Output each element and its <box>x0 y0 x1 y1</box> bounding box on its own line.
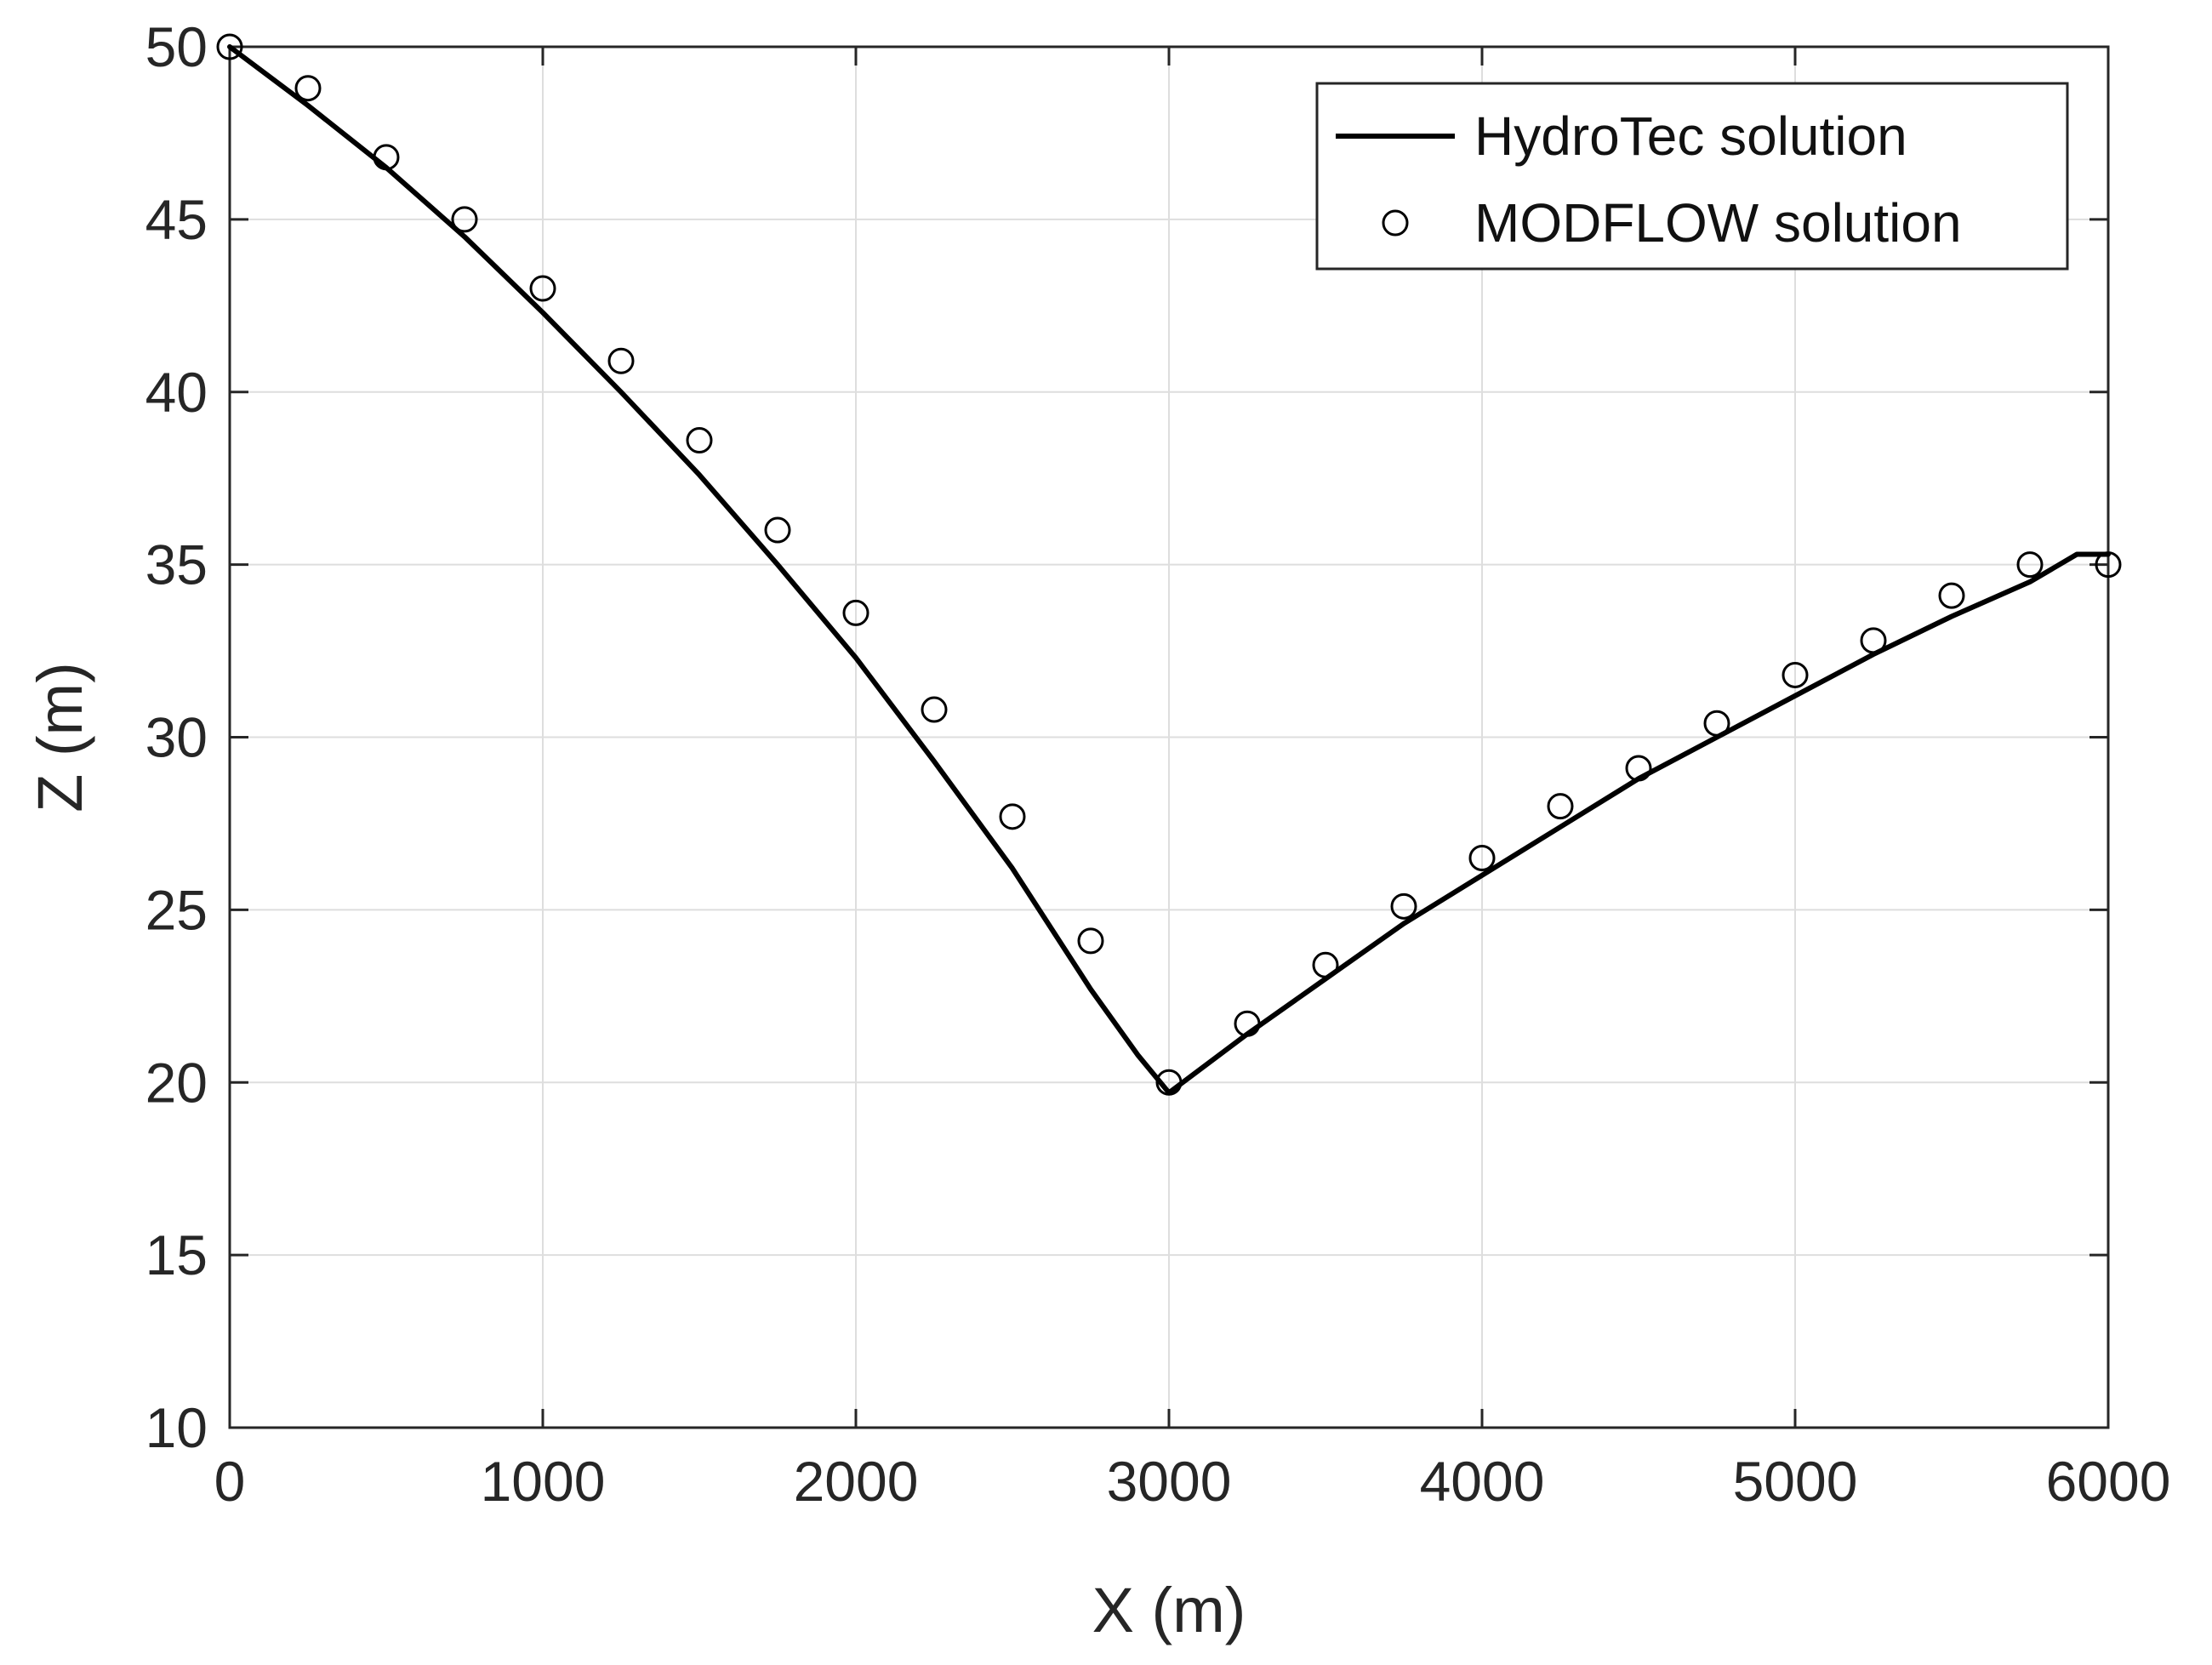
legend-label: HydroTec solution <box>1474 105 1907 167</box>
data-point-modflow <box>607 347 635 374</box>
data-point-modflow <box>921 696 948 723</box>
data-point-modflow <box>842 599 869 626</box>
data-point-modflow <box>1234 1010 1261 1037</box>
data-point-modflow <box>1782 661 1809 688</box>
x-tick-label: 0 <box>214 1450 246 1513</box>
data-point-modflow <box>1390 892 1417 920</box>
y-tick-label: 50 <box>145 15 208 78</box>
data-point-modflow <box>1860 627 1887 654</box>
data-point-modflow <box>999 803 1026 830</box>
data-point-modflow <box>529 275 556 302</box>
data-point-modflow <box>216 33 243 60</box>
data-point-modflow <box>1703 710 1730 737</box>
data-point-modflow <box>294 75 322 102</box>
y-tick-label: 10 <box>145 1396 208 1459</box>
x-tick-label: 3000 <box>1107 1450 1232 1513</box>
legend-box <box>1315 82 2069 271</box>
x-tick-label: 6000 <box>2046 1450 2171 1513</box>
y-tick-label: 30 <box>145 706 208 769</box>
series-line-hydrotec <box>227 44 2111 1096</box>
grid <box>230 47 2108 1428</box>
data-point-modflow <box>686 427 713 454</box>
data-point-modflow <box>1077 927 1104 955</box>
y-tick-label: 45 <box>145 188 208 251</box>
y-tick-label: 35 <box>145 533 208 596</box>
data-point-modflow <box>1547 793 1574 820</box>
y-axis-label: Z (m) <box>25 662 95 813</box>
data-point-modflow <box>451 206 478 233</box>
legend: HydroTec solution MODFLOW solution <box>1315 82 2069 271</box>
legend-marker-swatch <box>1382 209 1409 237</box>
data-point-modflow <box>1155 1069 1183 1096</box>
y-tick-label: 20 <box>145 1051 208 1114</box>
data-point-modflow <box>1312 951 1339 978</box>
data-point-modflow <box>764 516 791 544</box>
y-tick-label: 15 <box>145 1223 208 1286</box>
x-tick-label: 4000 <box>1420 1450 1545 1513</box>
data-point-modflow <box>1625 755 1652 782</box>
axes: 0 1000 2000 3000 4000 5000 6000 10 15 20 25 30 35 40 4… <box>145 15 2171 1513</box>
x-tick-label: 2000 <box>794 1450 919 1513</box>
y-tick-label: 25 <box>145 878 208 941</box>
y-tick-label: 40 <box>145 361 208 424</box>
data-point-modflow <box>1938 582 1965 609</box>
data-point-modflow <box>1468 845 1496 872</box>
series-layer <box>216 33 2122 1096</box>
data-point-modflow <box>2095 551 2122 579</box>
x-axis-label: X (m) <box>1092 1575 1246 1645</box>
legend-label: MODFLOW solution <box>1474 192 1962 254</box>
data-point-modflow <box>373 144 400 171</box>
x-tick-label: 1000 <box>481 1450 606 1513</box>
x-tick-label: 5000 <box>1733 1450 1858 1513</box>
data-point-modflow <box>2016 551 2044 579</box>
